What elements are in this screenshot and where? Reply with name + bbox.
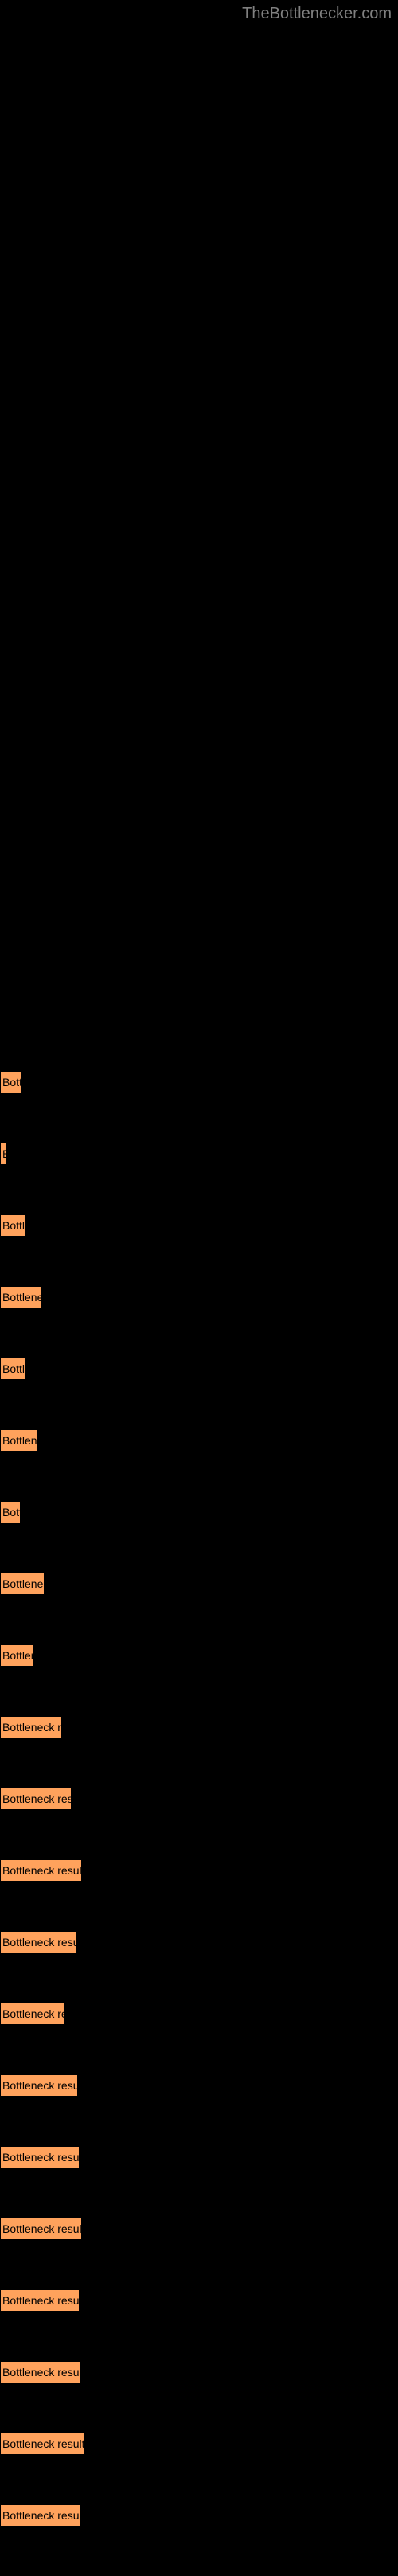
bottleneck-bar: Bottleneck result bbox=[0, 1501, 21, 1523]
bar-row: Bottleneck result bbox=[0, 1429, 398, 1452]
bar-label: Bottleneck result bbox=[2, 1076, 22, 1089]
bar-label: Bottleneck result bbox=[2, 1864, 82, 1877]
bar-row: Bottleneck result bbox=[0, 2433, 398, 2455]
bar-row: Bottleneck result bbox=[0, 1644, 398, 1667]
bar-row: Bottleneck result bbox=[0, 1143, 398, 1165]
bottleneck-bar-chart: Bottleneck result Bottleneck result Bottle… bbox=[0, 1071, 398, 2576]
bottleneck-bar: Bottleneck result bbox=[0, 2003, 65, 2025]
bar-row: Bottleneck result bbox=[0, 1286, 398, 1308]
bottleneck-bar: Bottleneck result bbox=[0, 2074, 78, 2097]
bottleneck-bar: Bottleneck result bbox=[0, 1071, 22, 1093]
bar-row: Bottleneck result bbox=[0, 2074, 398, 2097]
bar-row: Bottleneck result bbox=[0, 2361, 398, 2383]
bottleneck-bar: Bottleneck result bbox=[0, 1644, 33, 1667]
bottleneck-bar: Bottleneck result bbox=[0, 1143, 6, 1165]
bottleneck-bar: Bottleneck result bbox=[0, 2289, 80, 2312]
bar-label: Bottleneck result bbox=[2, 1434, 38, 1447]
bar-label: Bottleneck result bbox=[2, 1792, 72, 1805]
bar-row: Bottleneck result bbox=[0, 1501, 398, 1523]
bar-label: Bottleneck result bbox=[2, 2294, 80, 2307]
bottleneck-bar: Bottleneck result bbox=[0, 1931, 77, 1953]
bottleneck-bar: Bottleneck result bbox=[0, 2433, 84, 2455]
bottleneck-bar: Bottleneck result bbox=[0, 1286, 41, 1308]
bar-label: Bottleneck result bbox=[2, 1362, 25, 1375]
bar-row: Bottleneck result bbox=[0, 1931, 398, 1953]
bottleneck-bar: Bottleneck result bbox=[0, 1573, 45, 1595]
bar-label: Bottleneck result bbox=[2, 1577, 45, 1590]
bottleneck-bar: Bottleneck result bbox=[0, 1358, 25, 1380]
bar-row: Bottleneck result bbox=[0, 2289, 398, 2312]
bar-row: Bottleneck result bbox=[0, 2146, 398, 2168]
bar-label: Bottleneck result bbox=[2, 2079, 78, 2092]
bar-label: Bottleneck result bbox=[2, 1936, 77, 1949]
bar-row: Bottleneck result bbox=[0, 1358, 398, 1380]
bar-label: Bottleneck result bbox=[2, 1291, 41, 1304]
bar-row: Bottleneck result bbox=[0, 1071, 398, 1093]
bottleneck-bar: Bottleneck result bbox=[0, 1716, 62, 1738]
bottleneck-bar: Bottleneck result bbox=[0, 1859, 82, 1882]
bar-label: Bottleneck result bbox=[2, 2151, 80, 2164]
bar-label: Bottleneck result bbox=[2, 2222, 82, 2235]
bottleneck-bar: Bottleneck result bbox=[0, 2361, 81, 2383]
bar-row: Bottleneck result bbox=[0, 1716, 398, 1738]
bar-label: Bottleneck result bbox=[2, 2007, 65, 2020]
bottleneck-bar: Bottleneck result bbox=[0, 2146, 80, 2168]
bar-row: Bottleneck result bbox=[0, 2504, 398, 2527]
bottleneck-bar: Bottleneck result bbox=[0, 1214, 26, 1237]
bottleneck-bar: Bottleneck result bbox=[0, 1788, 72, 1810]
bar-label: Bottleneck result bbox=[2, 1721, 62, 1734]
bar-label: Bottleneck result bbox=[2, 2437, 84, 2450]
bottleneck-bar: Bottleneck result bbox=[0, 2504, 81, 2527]
bar-label: Bottleneck result bbox=[2, 2509, 81, 2522]
bar-row: Bottleneck result bbox=[0, 1573, 398, 1595]
bar-row: Bottleneck result bbox=[0, 1859, 398, 1882]
bar-label: Bottleneck result bbox=[2, 1147, 6, 1160]
bottleneck-bar: Bottleneck result bbox=[0, 1429, 38, 1452]
bar-label: Bottleneck result bbox=[2, 1506, 21, 1519]
watermark-text: TheBottlenecker.com bbox=[242, 5, 392, 23]
bar-label: Bottleneck result bbox=[2, 2366, 81, 2379]
bar-row: Bottleneck result bbox=[0, 1214, 398, 1237]
bar-row: Bottleneck result bbox=[0, 2218, 398, 2240]
bar-row: Bottleneck result bbox=[0, 2003, 398, 2025]
bar-label: Bottleneck result bbox=[2, 1649, 33, 1662]
bar-row: Bottleneck result bbox=[0, 1788, 398, 1810]
bottleneck-bar: Bottleneck result bbox=[0, 2218, 82, 2240]
bar-label: Bottleneck result bbox=[2, 1219, 26, 1232]
